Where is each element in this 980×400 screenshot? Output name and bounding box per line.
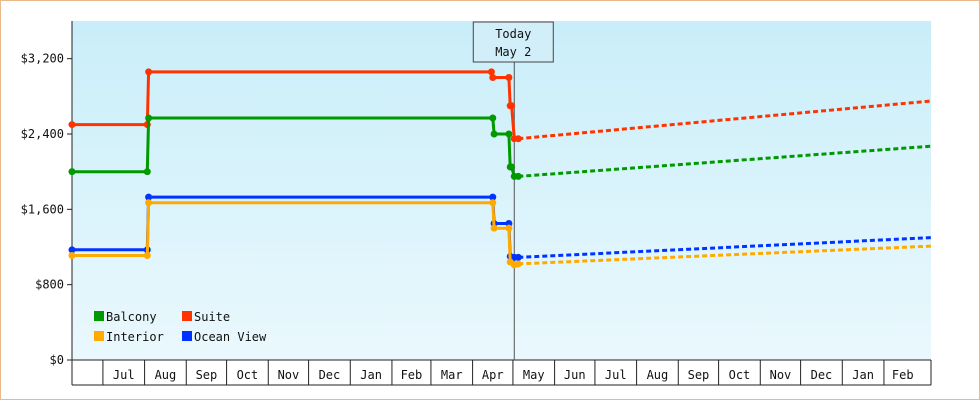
legend-swatch-ocean-view [182, 331, 192, 341]
data-point-balcony [489, 114, 497, 122]
x-tick-label: Oct [729, 368, 751, 382]
y-tick-label: $1,600 [21, 202, 64, 216]
data-point-balcony [68, 168, 76, 176]
forecast-point-suite [514, 135, 522, 143]
x-tick-label: Sep [688, 368, 710, 382]
x-tick-label: Jul [605, 368, 627, 382]
x-tick-label: Feb [892, 368, 914, 382]
x-tick-label: Dec [811, 368, 833, 382]
legend-swatch-balcony [94, 311, 104, 321]
today-date-label: May 2 [495, 45, 531, 59]
data-point-suite [145, 68, 153, 76]
today-label: Today [495, 27, 531, 41]
x-tick-label: Jun [564, 368, 586, 382]
y-tick-label: $2,400 [21, 127, 64, 141]
data-point-interior [68, 251, 76, 259]
data-point-interior [505, 224, 513, 232]
forecast-line-balcony [518, 144, 932, 178]
y-tick-label: $3,200 [21, 52, 64, 66]
data-point-ocean-view [489, 193, 497, 201]
legend-swatch-suite [182, 311, 192, 321]
data-point-balcony [145, 114, 153, 122]
legend-label-balcony: Balcony [106, 310, 157, 324]
data-point-balcony [505, 130, 513, 138]
data-point-interior [490, 224, 498, 232]
today-callout [472, 21, 554, 63]
x-tick-label: Aug [647, 368, 669, 382]
x-tick-label: Jan [360, 368, 382, 382]
forecast-point-balcony [514, 172, 522, 180]
data-point-suite [487, 68, 495, 76]
forecast-point-ocean-view [514, 253, 522, 261]
legend-swatch-interior [94, 331, 104, 341]
data-point-balcony [508, 163, 516, 171]
data-point-suite [508, 102, 516, 110]
x-tick-label: Nov [770, 368, 792, 382]
data-point-suite [505, 74, 513, 81]
y-tick-label: $0 [50, 353, 64, 367]
x-tick-label: Sep [196, 368, 218, 382]
legend-label-ocean-view: Ocean View [194, 330, 267, 344]
data-point-interior [489, 199, 497, 207]
data-point-balcony [143, 168, 151, 176]
x-tick-label: Mar [441, 368, 463, 382]
data-point-interior [145, 199, 153, 207]
x-tick-label: Jan [852, 368, 874, 382]
data-point-suite [489, 74, 497, 81]
x-tick-label: Nov [278, 368, 300, 382]
forecast-line-interior [518, 244, 932, 266]
legend-label-interior: Interior [106, 330, 164, 344]
legend-label-suite: Suite [194, 310, 230, 324]
x-tick-label: Apr [482, 368, 504, 382]
x-tick-label: Oct [237, 368, 259, 382]
x-tick-label: Dec [319, 368, 341, 382]
y-tick-label: $800 [35, 278, 64, 292]
forecast-point-interior [514, 260, 522, 268]
data-point-balcony [490, 130, 498, 138]
series-line-interior [72, 201, 516, 267]
data-point-ocean-view [145, 193, 153, 201]
forecast-line-ocean-view [518, 236, 932, 259]
data-point-interior [143, 251, 151, 259]
x-tick-label: Feb [401, 368, 423, 382]
x-tick-label: Jul [113, 368, 135, 382]
x-tick-label: May [523, 368, 545, 382]
data-point-suite [68, 121, 76, 129]
x-tick-label: Aug [155, 368, 177, 382]
forecast-line-suite [518, 99, 932, 141]
data-point-ocean-view [68, 246, 76, 254]
